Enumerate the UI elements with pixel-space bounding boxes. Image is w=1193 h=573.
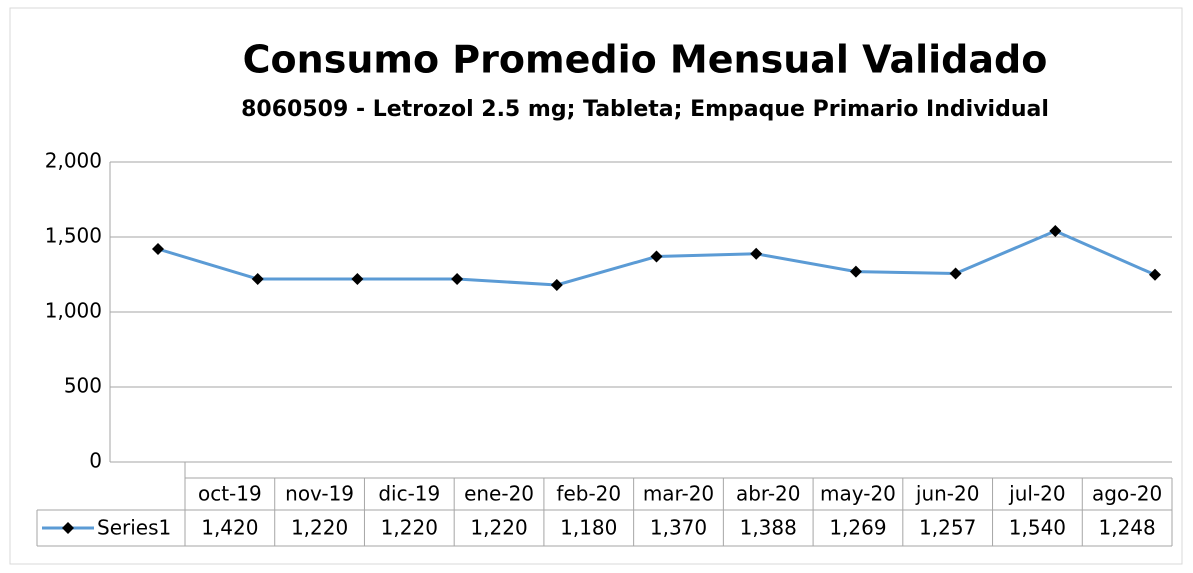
- data-point: [1049, 225, 1062, 237]
- data-point: [251, 273, 264, 285]
- data-point: [1149, 268, 1161, 281]
- table-value: 1,540: [1009, 516, 1066, 540]
- y-tick-label: 1,000: [45, 299, 102, 323]
- x-tick-label: feb-20: [556, 482, 621, 506]
- table-value: 1,420: [201, 516, 258, 540]
- x-tick-label: nov-19: [285, 482, 354, 506]
- table-value: 1,370: [650, 516, 707, 540]
- data-point: [550, 279, 563, 291]
- chart-title: Consumo Promedio Mensual Validado: [243, 38, 1048, 82]
- data-point: [949, 267, 962, 280]
- data-point: [351, 273, 364, 285]
- table-value: 1,388: [740, 516, 797, 540]
- chart-border: [9, 7, 1183, 565]
- legend-marker: [62, 522, 74, 534]
- data-point: [750, 247, 763, 260]
- x-tick-label: ene-20: [464, 482, 534, 506]
- x-tick-label: ago-20: [1092, 482, 1162, 506]
- y-tick-label: 2,000: [45, 149, 102, 173]
- table-value: 1,257: [919, 516, 976, 540]
- data-point: [650, 250, 663, 263]
- x-tick-label: jul-20: [1008, 482, 1065, 506]
- x-tick-label: jun-20: [915, 482, 980, 506]
- y-tick-label: 500: [64, 374, 102, 398]
- table-value: 1,269: [829, 516, 886, 540]
- data-point: [451, 273, 464, 285]
- x-tick-label: dic-19: [378, 482, 440, 506]
- table-value: 1,220: [470, 516, 527, 540]
- data-point: [849, 265, 862, 278]
- y-tick-label: 0: [89, 449, 102, 473]
- table-value: 1,220: [291, 516, 348, 540]
- y-tick-label: 1,500: [45, 224, 102, 248]
- x-tick-label: may-20: [820, 482, 896, 506]
- data-point: [152, 243, 164, 255]
- table-value: 1,180: [560, 516, 617, 540]
- table-value: 1,220: [381, 516, 438, 540]
- x-tick-label: oct-19: [198, 482, 262, 506]
- chart-subtitle: 8060509 - Letrozol 2.5 mg; Tableta; Empa…: [241, 97, 1049, 122]
- x-tick-label: abr-20: [736, 482, 801, 506]
- legend-label: Series1: [97, 516, 171, 540]
- x-tick-label: mar-20: [643, 482, 714, 506]
- table-value: 1,248: [1099, 516, 1156, 540]
